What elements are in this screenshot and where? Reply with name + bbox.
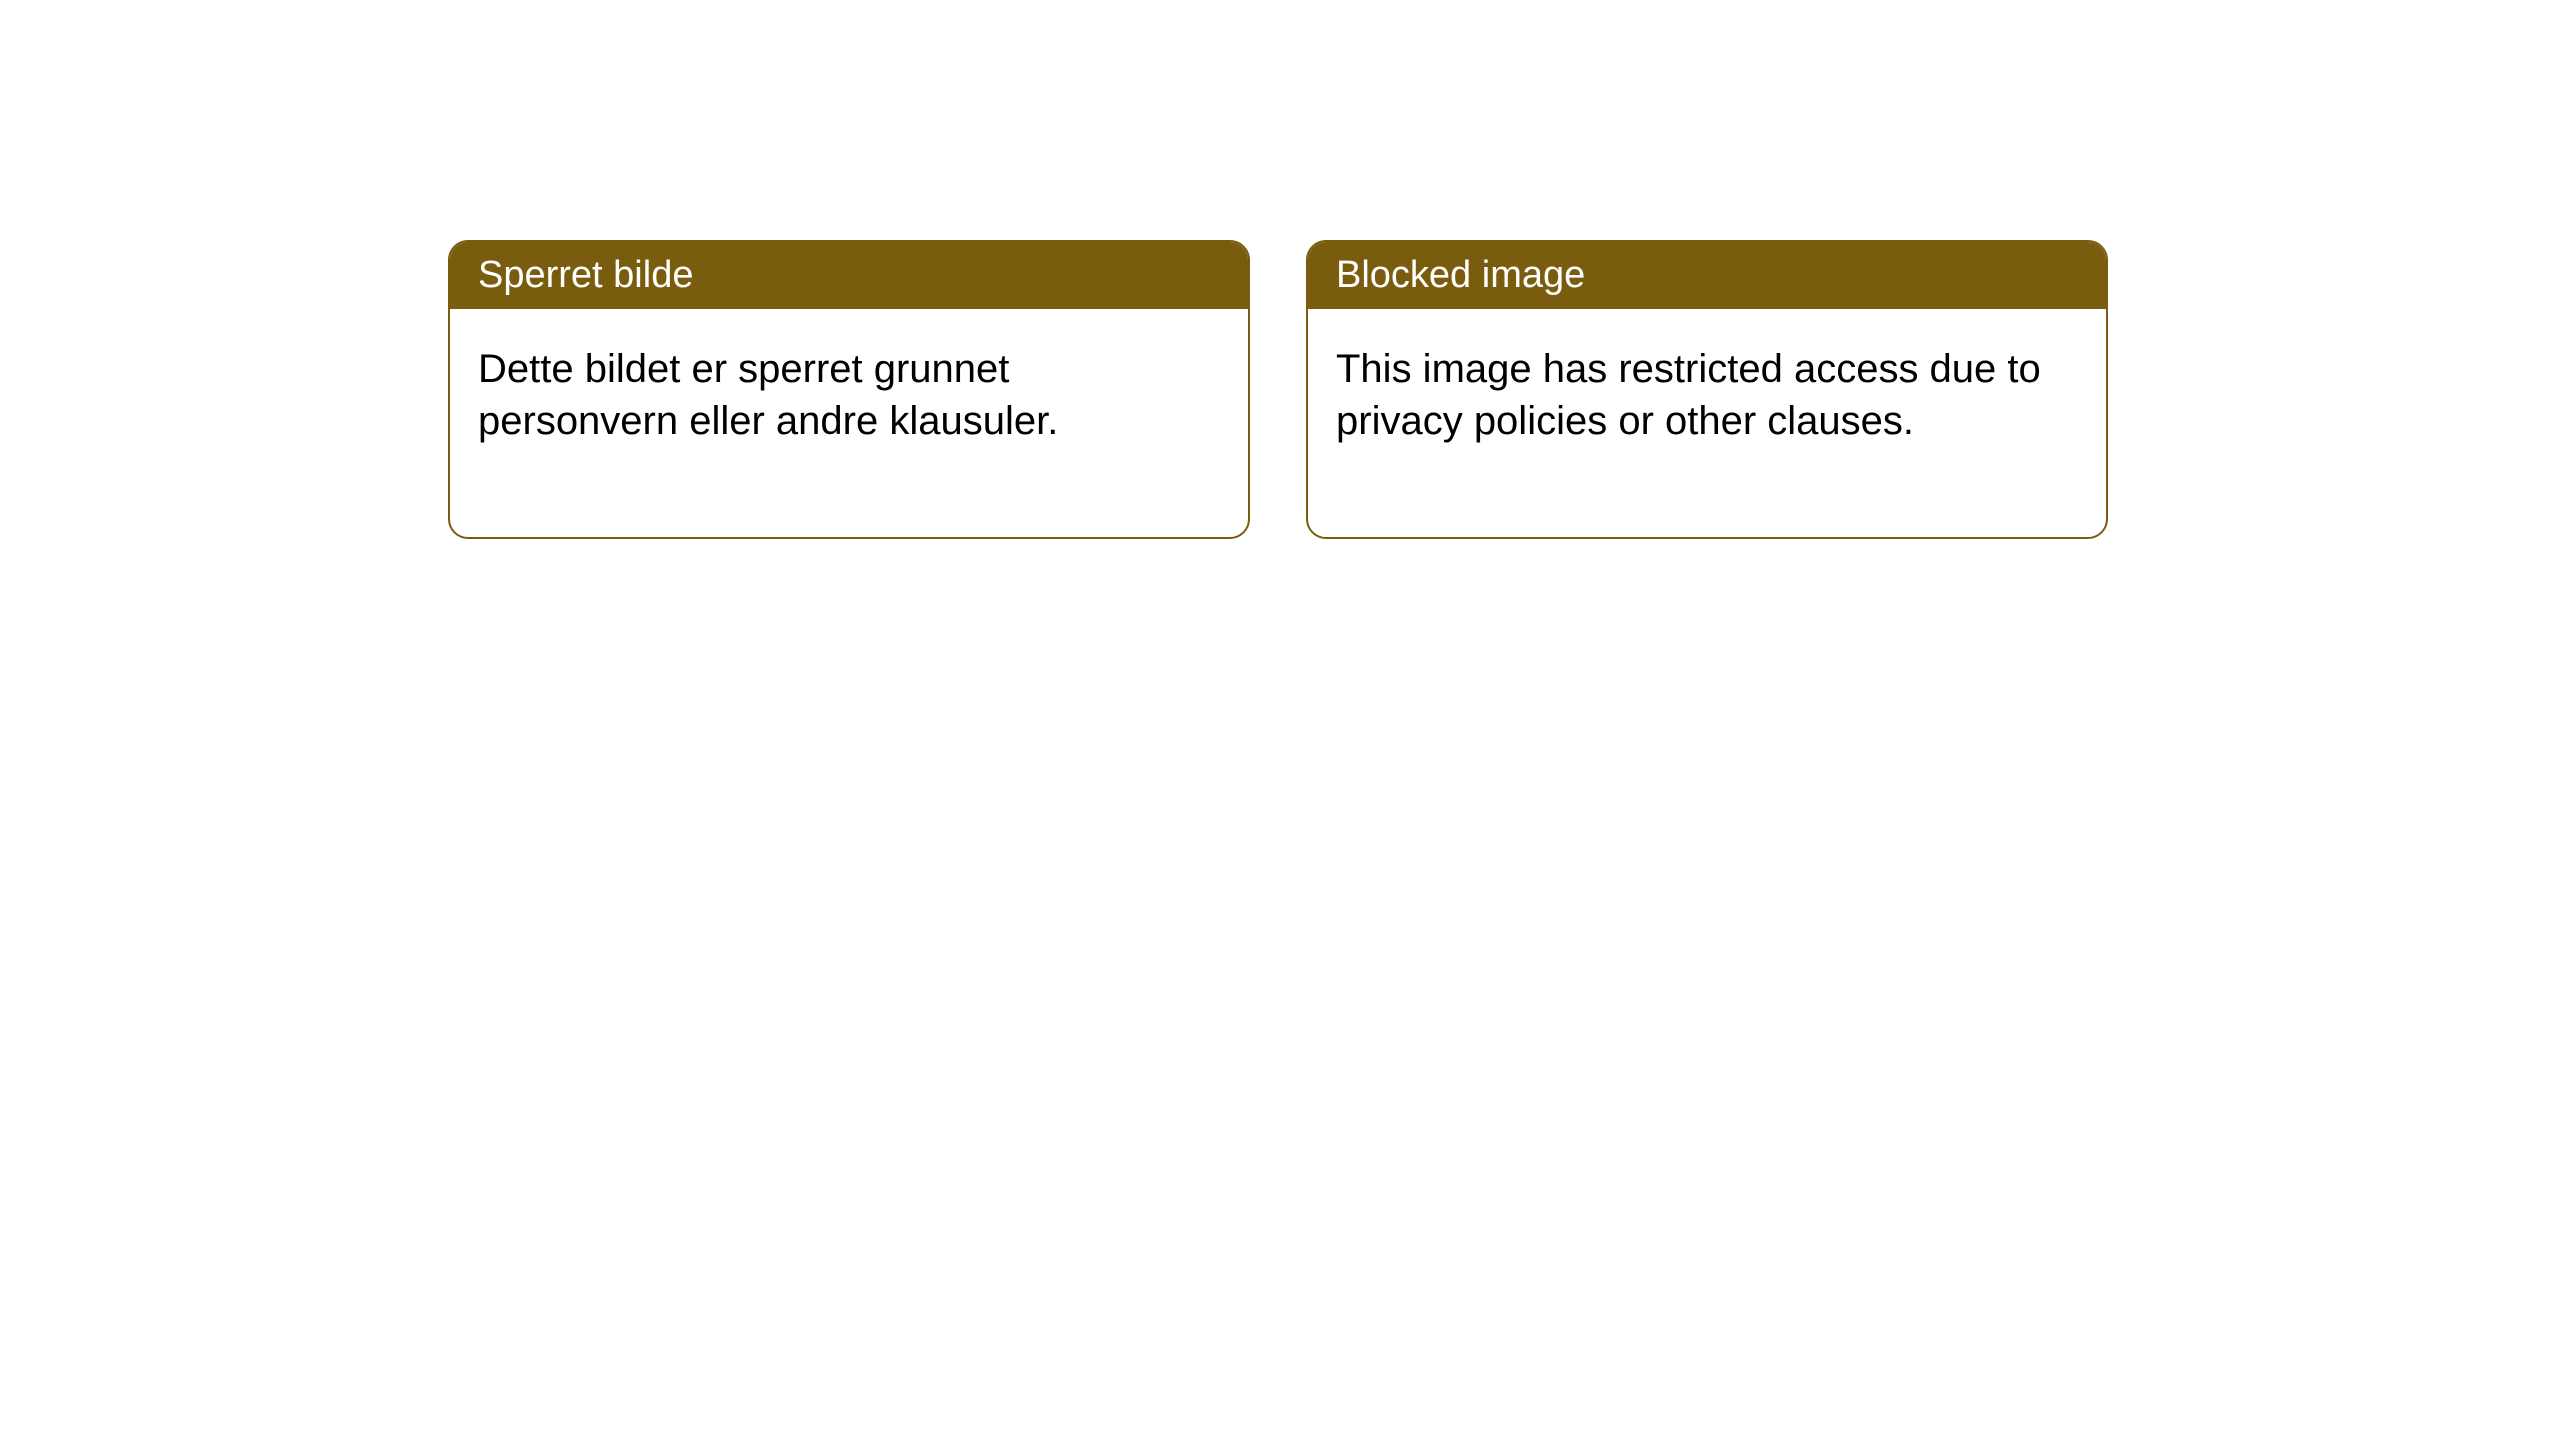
card-body-text: This image has restricted access due to …	[1336, 347, 2041, 443]
notice-container: Sperret bilde Dette bildet er sperret gr…	[0, 0, 2560, 539]
card-body: Dette bildet er sperret grunnet personve…	[450, 309, 1248, 537]
card-header: Sperret bilde	[450, 242, 1248, 309]
card-header: Blocked image	[1308, 242, 2106, 309]
card-title: Sperret bilde	[478, 254, 693, 296]
card-title: Blocked image	[1336, 254, 1585, 296]
card-body: This image has restricted access due to …	[1308, 309, 2106, 537]
notice-card-english: Blocked image This image has restricted …	[1306, 240, 2108, 539]
card-body-text: Dette bildet er sperret grunnet personve…	[478, 347, 1058, 443]
notice-card-norwegian: Sperret bilde Dette bildet er sperret gr…	[448, 240, 1250, 539]
